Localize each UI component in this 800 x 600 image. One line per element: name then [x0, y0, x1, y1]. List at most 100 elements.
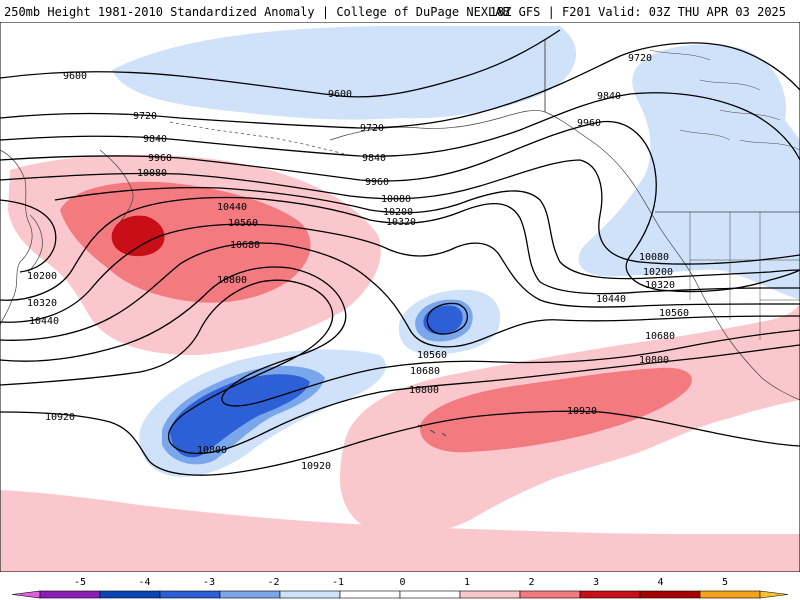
anomaly-pos1-south [0, 490, 800, 572]
contour-label: 9840 [143, 134, 167, 145]
colorbar-segment [39, 590, 101, 599]
anomaly-neg1-north [112, 26, 577, 120]
contour-label-text: 10680 [645, 331, 675, 342]
contour-10560-low [426, 302, 469, 335]
contour-label: 10920 [567, 406, 597, 417]
colorbar-tick-label: 0 [399, 577, 405, 588]
anomaly-pos3-west [111, 215, 165, 257]
contour-label: 10680 [410, 366, 440, 377]
contour-label: 10200 [383, 207, 413, 218]
colorbar-arrow-left [11, 590, 41, 599]
contour-label-text: 9840 [362, 153, 386, 164]
contour-label-text: 10920 [301, 461, 331, 472]
coastline-north-america [544, 111, 800, 401]
contour-label-text: 10800 [197, 445, 227, 456]
canada-islands [649, 49, 800, 151]
contour-label-text: 10320 [27, 298, 57, 309]
contour-label: 9720 [133, 111, 157, 122]
colorbar-tick-label: 1 [464, 577, 470, 588]
contour-label: 10320 [645, 280, 675, 291]
contour-10800 [0, 279, 800, 455]
contour-label: 9720 [360, 123, 384, 134]
colorbar-segment [399, 590, 461, 599]
colorbar-tick-label: 5 [722, 577, 728, 588]
contour-label: 9840 [597, 91, 621, 102]
contour-label: 9840 [362, 153, 386, 164]
contour-label-text: 10560 [417, 350, 447, 361]
colorbar-tick-label: -1 [332, 577, 344, 588]
contour-10680 [0, 266, 800, 407]
contour-label: 10080 [381, 194, 411, 205]
negative-anomaly-shading [112, 26, 800, 477]
contour-label: 10320 [386, 217, 416, 228]
contour-10560-west [0, 242, 800, 348]
contour-label: 9720 [628, 53, 652, 64]
contour-label: 10920 [45, 412, 75, 423]
anomaly-map: 9600 9600 9720 9720 9720 9840 9840 9840 … [0, 22, 800, 572]
contour-label-text: 9840 [597, 91, 621, 102]
map-title: 250mb Height 1981-2010 Standardized Anom… [4, 5, 510, 19]
contour-label-text: 9720 [133, 111, 157, 122]
coastline-japan [27, 214, 43, 273]
contour-label: 10800 [217, 275, 247, 286]
contour-label: 10800 [409, 385, 439, 396]
anomaly-pos2-east [419, 367, 692, 453]
coastline-alaska [329, 40, 546, 141]
contour-10920 [0, 410, 800, 476]
coastline-asia [0, 149, 33, 326]
contour-label-text: 10080 [381, 194, 411, 205]
anomaly-neg3-mid [423, 305, 463, 335]
contour-label-text: 9600 [328, 89, 352, 100]
colorbar-tick-label: -2 [267, 577, 279, 588]
colorbar-segment [339, 590, 401, 599]
contour-label-text: 10320 [645, 280, 675, 291]
contour-label: 10680 [645, 331, 675, 342]
state-borders [689, 212, 800, 340]
contour-label: 10800 [197, 445, 227, 456]
colorbar-tick-label: 4 [657, 577, 663, 588]
contour-label: 10440 [596, 294, 626, 305]
contour-10080 [0, 159, 800, 265]
colorbar-tick-label: -5 [74, 577, 86, 588]
map-header: 250mb Height 1981-2010 Standardized Anom… [0, 0, 800, 22]
colorbar-segment [459, 590, 521, 599]
contour-label-text: 10920 [45, 412, 75, 423]
contour-label: 10200 [643, 267, 673, 278]
contour-label: 10320 [27, 298, 57, 309]
contour-label: 10800 [639, 355, 669, 366]
colorbar-tick-labels: -5 -4 -3 -2 -1 0 1 2 3 4 5 [74, 577, 728, 588]
contour-label-text: 10800 [409, 385, 439, 396]
contour-9720-west [0, 42, 800, 129]
contour-9840 [0, 92, 800, 161]
contour-9960 [0, 120, 800, 293]
contour-10440 [0, 223, 800, 323]
colorbar-segment [579, 590, 641, 599]
contour-10200 [0, 186, 800, 280]
contour-label-text: 9840 [143, 134, 167, 145]
contour-label: 9960 [577, 118, 601, 129]
contour-label-text: 10680 [230, 240, 260, 251]
contour-label-text: 9960 [577, 118, 601, 129]
contour-label-text: 10080 [137, 168, 167, 179]
anomaly-colorbar: -5 -4 -3 -2 -1 0 1 2 3 4 5 [11, 577, 789, 599]
contour-label-text: 10800 [217, 275, 247, 286]
anomaly-neg1-east [578, 44, 800, 300]
colorbar-tick-label: -4 [138, 577, 150, 588]
contour-label-text: 10200 [27, 271, 57, 282]
coastline-aleutians [169, 121, 346, 155]
contour-label-text: 10320 [386, 217, 416, 228]
colorbar-segment [279, 590, 341, 599]
contour-label-text: 9720 [628, 53, 652, 64]
contour-label: 9960 [148, 153, 172, 164]
contour-label-text: 9960 [365, 177, 389, 188]
contour-label-text: 10800 [639, 355, 669, 366]
contour-label: 10080 [137, 168, 167, 179]
contour-label: 10440 [29, 316, 59, 327]
colorbar-segments [11, 590, 789, 599]
contour-label-text: 9960 [148, 153, 172, 164]
contour-label: 9600 [63, 71, 87, 82]
contour-label-text: 10080 [639, 252, 669, 263]
contour-label: 10680 [230, 240, 260, 251]
colorbar-tick-label: -3 [203, 577, 215, 588]
positive-anomaly-shading [0, 154, 800, 572]
